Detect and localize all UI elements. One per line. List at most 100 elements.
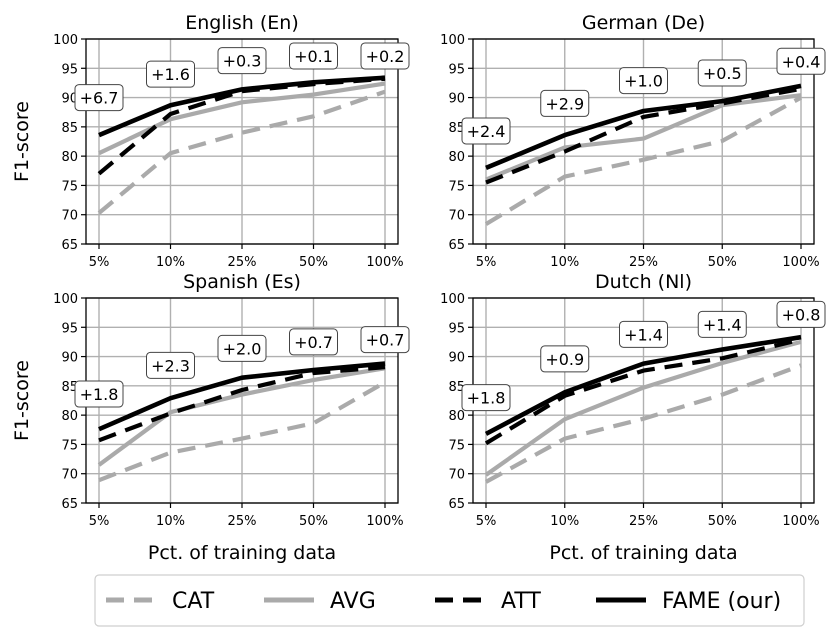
gain-box (697, 310, 747, 338)
legend-item-att: ATT (435, 589, 541, 614)
y-tick-label: 100 (440, 33, 465, 48)
gain-box (697, 59, 747, 87)
gain-label: +2.0 (223, 339, 262, 358)
legend-label: CAT (172, 589, 215, 614)
y-tick-label: 85 (61, 380, 78, 395)
panel-title: German (De) (582, 12, 705, 34)
gain-box (146, 351, 195, 379)
gain-label: +0.9 (545, 350, 584, 369)
gain-label: +0.1 (294, 47, 333, 66)
gain-box (540, 345, 590, 373)
x-tick-label: 10% (550, 255, 579, 270)
series-line-avg (484, 339, 802, 477)
gain-annotation: +6.7 (74, 84, 124, 112)
y-tick-label: 100 (53, 292, 78, 307)
x-tick-label: 100% (782, 514, 819, 529)
gain-annotation: +2.9 (540, 89, 590, 117)
gain-label: +6.7 (80, 89, 119, 108)
x-tick-label: 50% (708, 514, 737, 529)
panel-4: 65 70 75 80 85 90 95 100 5% 10% 25% 50% 100% Dutch (N… (440, 271, 826, 564)
gain-label: +1.0 (624, 72, 663, 91)
series-line-fame-our (98, 75, 386, 138)
series-line-att (98, 365, 386, 443)
gain-label: +0.7 (294, 333, 333, 352)
y-tick-label: 85 (448, 121, 465, 136)
gain-label: +0.4 (782, 52, 821, 71)
gain-annotation: +1.4 (619, 320, 668, 348)
y-tick-label: 75 (61, 179, 78, 194)
gain-annotation: +0.5 (697, 59, 747, 87)
series-line-cat (484, 363, 802, 484)
gain-annotation: +0.7 (289, 328, 338, 356)
gain-label: +0.3 (223, 52, 262, 71)
y-tick-label: 90 (448, 92, 465, 107)
x-tick-label: 100% (366, 514, 403, 529)
series-line-cat (484, 95, 803, 226)
x-tick-label: 5% (89, 255, 110, 270)
y-axis-label: F1-score (11, 360, 33, 441)
y-tick-label: 90 (448, 351, 465, 366)
x-tick-label: 25% (629, 514, 658, 529)
legend-label: ATT (501, 589, 541, 614)
y-tick-label: 80 (448, 150, 465, 165)
legend-label: AVG (330, 589, 376, 614)
gain-label: +0.8 (782, 305, 821, 324)
x-tick-label: 10% (156, 514, 185, 529)
series-line-fame-our (484, 334, 802, 436)
gain-annotation: +0.1 (289, 42, 338, 70)
y-tick-label: 75 (448, 438, 465, 453)
panel-title: Spanish (Es) (183, 271, 301, 293)
y-tick-label: 100 (440, 292, 465, 307)
y-tick-label: 95 (61, 321, 78, 336)
y-tick-label: 90 (61, 92, 78, 107)
legend-item-cat: CAT (106, 589, 215, 614)
series-line-cat (98, 380, 387, 483)
series-line-avg (97, 366, 386, 467)
y-tick-label: 70 (61, 468, 78, 483)
y-tick-label: 85 (61, 121, 78, 136)
panel-2: 65 70 75 80 85 90 95 100 5% 10% 25% 50% 100% German (… (440, 12, 826, 270)
y-tick-label: 95 (448, 62, 465, 77)
gain-box (776, 47, 826, 75)
gain-box (146, 60, 195, 88)
gain-box (360, 42, 410, 70)
y-tick-label: 90 (61, 351, 78, 366)
panel-title: English (En) (185, 12, 299, 34)
x-tick-label: 25% (629, 255, 658, 270)
gain-label: +2.3 (151, 356, 190, 375)
gain-label: +1.6 (151, 65, 190, 84)
x-tick-label: 100% (782, 255, 819, 270)
x-axis-label: Pct. of training data (549, 542, 737, 564)
y-tick-label: 80 (448, 409, 465, 424)
gain-box (619, 67, 668, 95)
gain-annotation: +0.4 (776, 47, 826, 75)
y-tick-label: 70 (448, 468, 465, 483)
gain-annotation: +0.8 (776, 300, 826, 328)
gain-annotation: +0.9 (540, 345, 590, 373)
x-tick-label: 10% (156, 255, 185, 270)
gain-box (776, 300, 826, 328)
gain-box (217, 47, 267, 75)
legend: CAT AVG ATT FAME (our) (94, 574, 805, 627)
x-tick-label: 10% (550, 514, 579, 529)
gain-annotation: +1.8 (461, 384, 511, 412)
x-tick-label: 25% (228, 514, 257, 529)
gain-annotation: +1.0 (619, 67, 668, 95)
y-tick-label: 75 (61, 438, 78, 453)
gain-box (461, 117, 511, 145)
panel-title: Dutch (Nl) (595, 271, 692, 293)
x-tick-label: 5% (89, 514, 110, 529)
series-line-avg (485, 93, 802, 182)
gain-annotation: +1.8 (74, 380, 124, 408)
series-line-avg (98, 81, 386, 156)
gain-box (289, 328, 338, 356)
x-tick-label: 50% (708, 255, 737, 270)
gain-box (289, 42, 338, 70)
gain-label: +0.7 (366, 331, 405, 350)
y-tick-label: 95 (448, 321, 465, 336)
gain-box (74, 84, 124, 112)
gain-annotation: +2.3 (146, 351, 195, 379)
x-tick-label: 25% (228, 255, 257, 270)
series-line-cat (97, 89, 386, 215)
